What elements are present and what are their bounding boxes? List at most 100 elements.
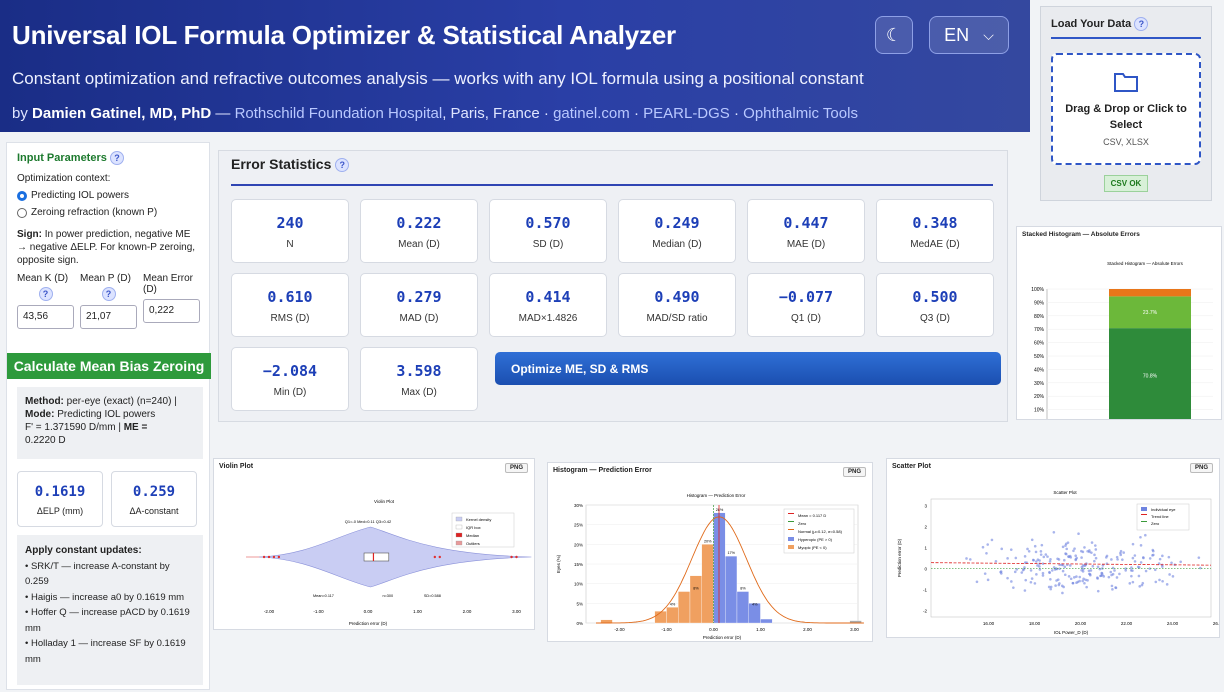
scatter-point <box>1049 578 1052 581</box>
optimize-button[interactable]: Optimize ME, SD & RMS <box>495 352 1001 385</box>
outlier-point <box>262 555 266 559</box>
png-download-button[interactable]: PNG <box>504 463 528 473</box>
mean-k-input[interactable]: 43,56 <box>17 305 74 329</box>
legend-swatch <box>788 537 794 541</box>
mean-error-input[interactable]: 0,222 <box>143 299 200 323</box>
folder-icon <box>1114 73 1138 92</box>
x-tick-label: 20.00 <box>1075 621 1087 626</box>
png-download-button[interactable]: PNG <box>842 467 866 477</box>
scatter-point <box>1067 555 1071 559</box>
help-icon[interactable]: ? <box>109 151 124 165</box>
legend-swatch <box>1141 521 1147 522</box>
help-icon[interactable]: ? <box>38 287 53 301</box>
scatter-point <box>1075 556 1079 560</box>
dropzone-formats: CSV, XLSX <box>1103 137 1149 147</box>
scatter-chart: Scatter Plot 3 2 1 0 -1 -2 Prediction error (D… <box>897 490 1219 635</box>
scatter-point <box>1096 576 1099 580</box>
scatter-point <box>999 570 1002 574</box>
scatter-point <box>1033 582 1037 585</box>
scatter-point <box>1118 572 1121 576</box>
author-name: Damien Gatinel, MD, PhD <box>32 105 212 122</box>
file-dropzone[interactable]: Drag & Drop or Click to Select CSV, XLSX <box>1051 53 1201 165</box>
pearl-link[interactable]: PEARL-DGS <box>643 105 730 122</box>
stat-value: 0.570 <box>525 214 571 232</box>
outlier-point <box>267 555 271 559</box>
x-tick-label: 1.00 <box>413 609 422 614</box>
y-tick-label: 50% <box>1034 354 1045 360</box>
help-icon[interactable]: ? <box>1134 17 1149 31</box>
mean-inputs: Mean K (D)? 43,56 Mean P (D)? 21,07 Mean E… <box>7 267 209 329</box>
kpi-label: ΔELP (mm) <box>36 506 84 516</box>
scatter-point <box>1138 585 1142 588</box>
y-tick-label: 70% <box>1034 327 1045 333</box>
stat-card: 0.447 MAE (D) <box>747 199 865 263</box>
radio-zeroing[interactable]: Zeroing refraction (known P) <box>7 201 209 218</box>
scatter-point <box>1060 563 1064 567</box>
scatter-point <box>1020 571 1024 574</box>
help-icon[interactable]: ? <box>335 158 350 173</box>
scatter-point <box>1072 549 1075 553</box>
app-header: Universal IOL Formula Optimizer & Statis… <box>0 0 1030 132</box>
png-download-button[interactable]: PNG <box>1189 463 1213 473</box>
scatter-point <box>1139 561 1143 564</box>
scatter-point <box>1056 557 1059 561</box>
stat-value: 0.222 <box>396 214 442 232</box>
legend-swatch <box>1141 514 1147 515</box>
scatter-point <box>1036 564 1039 567</box>
method-summary: Method: per-eye (exact) (n=240) | Mode: … <box>17 387 203 459</box>
legend-label: Hyperopic (PE > 0) <box>798 537 833 542</box>
stat-card: 0.249 Median (D) <box>618 199 736 263</box>
mean-error-label: Mean Error (D) <box>143 273 194 295</box>
stat-card: 3.598 Max (D) <box>360 347 478 411</box>
y-tick-label: 15% <box>574 562 583 567</box>
bar-label: 8% <box>693 587 699 591</box>
page-subtitle: Constant optimization and refractive out… <box>12 69 864 88</box>
scatter-point <box>1165 583 1169 586</box>
scatter-point <box>1023 555 1027 558</box>
scatter-point <box>1110 584 1114 588</box>
scatter-point <box>1063 573 1067 577</box>
stat-label: Q1 (D) <box>791 313 821 324</box>
y-tick-label: 1 <box>924 545 927 550</box>
histogram-bar <box>736 591 749 624</box>
y-axis-label: Eyes (%) <box>556 554 561 573</box>
scatter-point <box>1114 586 1118 590</box>
scatter-point <box>965 557 968 560</box>
scatter-point <box>1122 551 1125 554</box>
outlier-point <box>277 555 281 559</box>
scatter-plot-panel: Scatter Plot PNG Scatter Plot 3 2 1 0 -1 -2 Pr… <box>886 458 1220 638</box>
scatter-point <box>1081 579 1084 583</box>
hospital-link[interactable]: Rothschild Foundation Hospital <box>234 105 443 122</box>
scatter-point <box>1035 573 1038 576</box>
scatter-point <box>1090 551 1093 554</box>
scatter-point <box>1035 560 1038 563</box>
scatter-point <box>1064 552 1067 555</box>
site-link[interactable]: gatinel.com <box>553 105 630 122</box>
scatter-point <box>1111 572 1115 576</box>
tools-link[interactable]: Ophthalmic Tools <box>743 105 858 122</box>
kpi-delta-elp: 0.1619 ΔELP (mm) <box>17 471 103 527</box>
scatter-point <box>1052 530 1056 534</box>
scatter-point <box>990 538 994 542</box>
y-tick-label: 2 <box>924 524 927 529</box>
legend-swatch <box>455 516 463 522</box>
theme-toggle-button[interactable]: ☾ <box>875 16 913 54</box>
scatter-point <box>1050 569 1054 572</box>
legend-label: IQR box <box>466 525 481 530</box>
language-select[interactable]: EN ⌵ <box>929 16 1009 54</box>
scatter-point <box>1074 554 1077 558</box>
stat-card: 0.610 RMS (D) <box>231 273 349 337</box>
scatter-point <box>1085 585 1088 589</box>
section-title: Input Parameters <box>17 151 107 164</box>
load-data-panel: Load Your Data ? Drag & Drop or Click to… <box>1040 6 1212 201</box>
help-icon[interactable]: ? <box>101 287 116 301</box>
mean-p-input[interactable]: 21,07 <box>80 305 137 329</box>
scatter-point <box>1171 575 1175 578</box>
stat-value: 3.598 <box>396 362 442 380</box>
stat-value: 0.500 <box>912 288 958 306</box>
radio-predicting[interactable]: Predicting IOL powers <box>7 184 209 201</box>
calculate-button[interactable]: Calculate Mean Bias Zeroing <box>7 353 211 379</box>
scatter-point <box>1105 562 1109 566</box>
mean-k-label: Mean K (D) <box>17 273 69 284</box>
scatter-point <box>1026 547 1029 551</box>
